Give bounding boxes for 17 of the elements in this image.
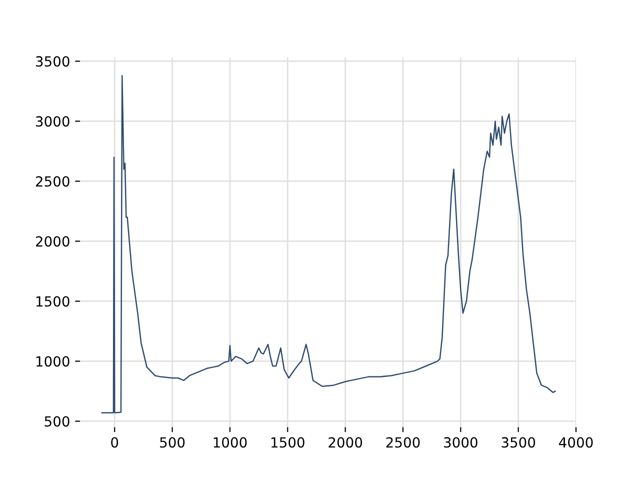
x-tick-label: 3500 — [502, 437, 536, 448]
x-tick-label: 4000 — [559, 437, 593, 448]
x-tick-label: 1500 — [271, 437, 304, 448]
y-tick-label: 3000 — [36, 116, 70, 127]
y-tick-label: 2000 — [36, 236, 70, 247]
x-tick-label: 0 — [111, 437, 118, 448]
x-tick-label: 1000 — [214, 437, 247, 448]
line-series — [101, 74, 556, 414]
y-tick-label: 3500 — [36, 56, 70, 67]
x-tick-label: 3000 — [444, 437, 478, 448]
y-tick-label: 500 — [44, 416, 70, 427]
y-tick-label: 1500 — [36, 296, 70, 307]
y-tick-label: 1000 — [36, 356, 70, 367]
x-tick-label: 2000 — [328, 437, 362, 448]
y-tick-label: 2500 — [36, 176, 70, 187]
x-tick-label: 500 — [160, 437, 185, 448]
x-tick-label: 2500 — [386, 437, 420, 448]
